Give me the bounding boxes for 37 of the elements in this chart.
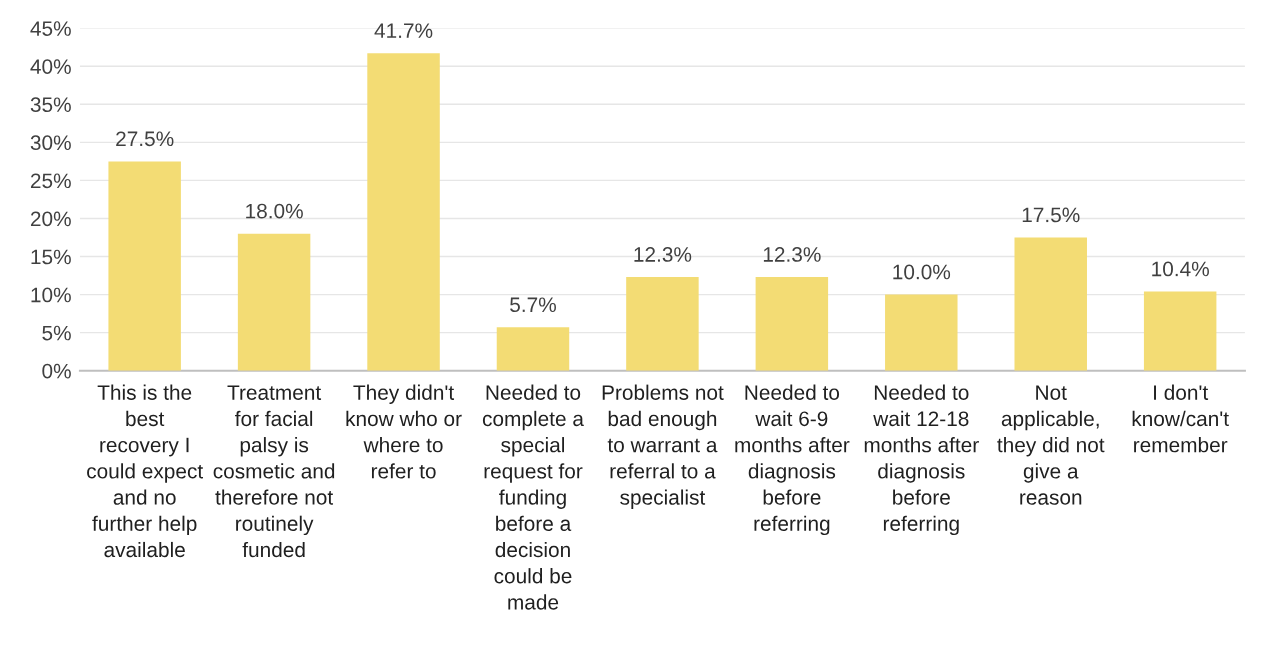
bar bbox=[755, 277, 829, 371]
data-label: 12.3% bbox=[763, 247, 821, 262]
x-tick-label: Problems not bad enough to warrant a referral to a specialist bbox=[602, 384, 724, 509]
x-tick-label: This is the best recovery I could expect and no further help available bbox=[87, 384, 203, 558]
bar bbox=[108, 161, 181, 371]
data-label: 41.7% bbox=[374, 23, 433, 38]
y-tick-label: 15% bbox=[31, 249, 71, 265]
x-tick-label: Not applicable, they did not give a reason bbox=[997, 385, 1105, 505]
bar bbox=[496, 327, 570, 371]
bar bbox=[626, 277, 699, 371]
x-tick-label: I don't know/can't remember bbox=[1132, 384, 1229, 453]
category-label: Needed to complete a special request for funding before a decision could be made bbox=[482, 384, 584, 610]
bar bbox=[1014, 237, 1087, 371]
x-tick-label: Treatment for facial palsy is cosmetic and therefore not routinely funded bbox=[213, 385, 335, 558]
data-label: 10.0% bbox=[893, 264, 951, 280]
bar bbox=[885, 294, 958, 371]
y-tick-label: 20% bbox=[30, 211, 71, 227]
y-tick-label: 25% bbox=[30, 173, 71, 189]
data-label: 12.3% bbox=[634, 247, 692, 262]
x-tick-label: Needed to wait 6-9 months after diagnosis before referring bbox=[735, 384, 850, 536]
y-tick-label: 30% bbox=[30, 135, 71, 151]
y-tick-label: 10% bbox=[31, 287, 71, 303]
y-tick-label: 45% bbox=[30, 21, 71, 36]
y-tick-label: 5% bbox=[42, 325, 71, 341]
data-label: 27.5% bbox=[116, 131, 174, 147]
bar bbox=[367, 53, 440, 371]
bar bbox=[237, 233, 311, 371]
y-tick-label: 0% bbox=[42, 363, 71, 379]
data-label: 10.4% bbox=[1152, 261, 1209, 277]
y-tick-label: 40% bbox=[30, 59, 71, 74]
y-tick-label: 35% bbox=[30, 97, 71, 113]
data-label: 17.5% bbox=[1022, 207, 1080, 223]
bar bbox=[1143, 291, 1217, 371]
data-label: 5.7% bbox=[510, 297, 556, 313]
data-label: 18.0% bbox=[246, 203, 303, 219]
x-tick-label: Needed to wait 12-18 months after diagnosis before referring bbox=[864, 384, 979, 536]
x-tick-label: They didn't know who or where to refer to bbox=[346, 384, 462, 479]
